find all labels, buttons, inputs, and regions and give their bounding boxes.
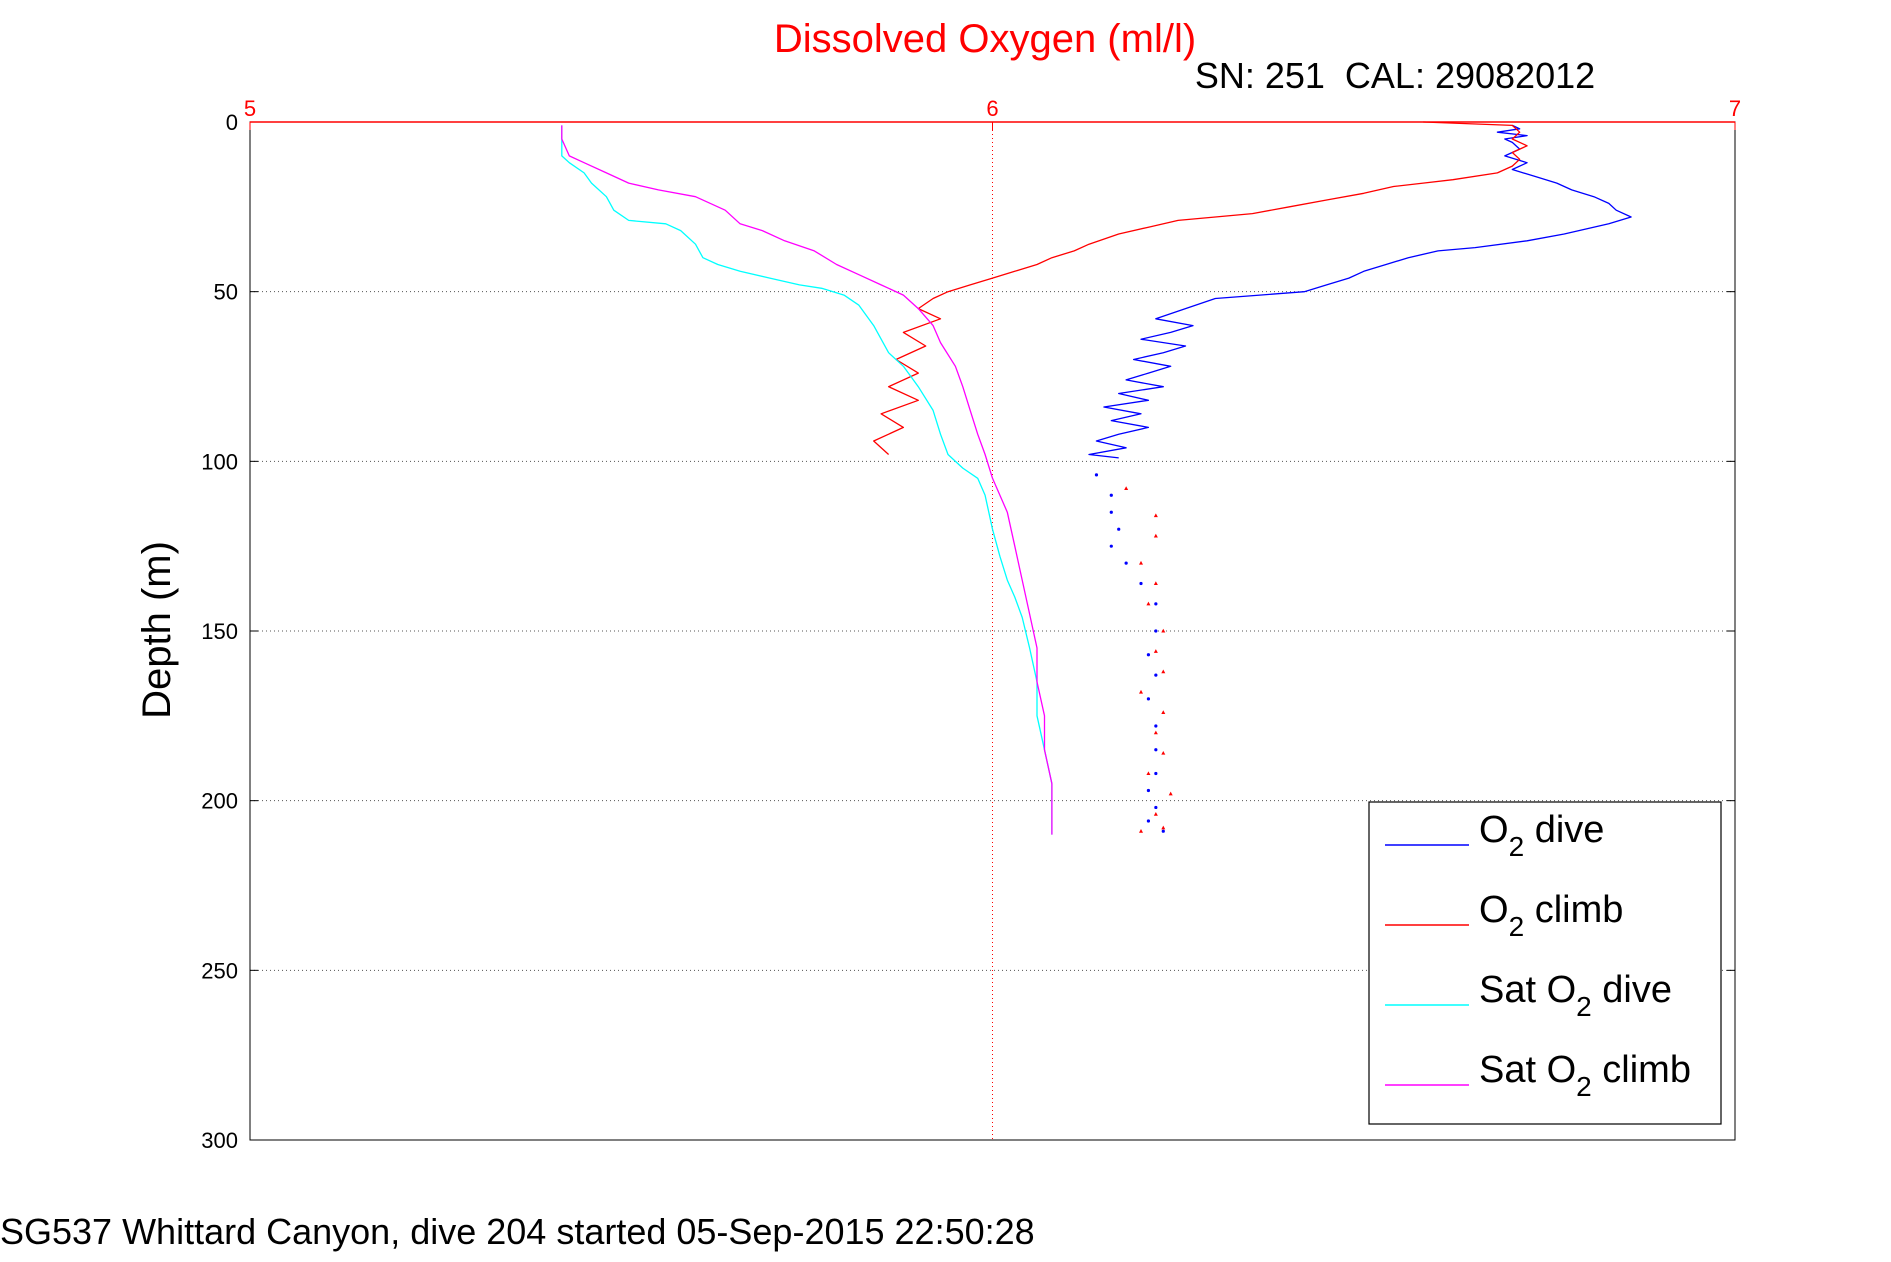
legend-box <box>1368 801 1722 1125</box>
series-line-sat-o2-dive <box>561 125 1053 835</box>
x-tick-label: 6 <box>986 96 998 121</box>
data-point <box>1161 825 1166 830</box>
data-point <box>1154 771 1158 776</box>
data-point <box>1154 724 1158 728</box>
data-point <box>1139 581 1143 586</box>
data-point <box>1161 750 1166 755</box>
data-point <box>1109 493 1113 497</box>
data-point <box>1161 628 1166 633</box>
data-point <box>1153 649 1158 653</box>
legend-label: Sat O2 climb <box>1479 1049 1691 1102</box>
legend-item-o2-dive: O2 dive <box>1385 809 1604 862</box>
legend-label: Sat O2 dive <box>1479 969 1672 1022</box>
data-point <box>1153 533 1158 538</box>
data-point <box>1124 486 1129 490</box>
legend-label-subscript: 2 <box>1509 831 1525 862</box>
data-point <box>1124 561 1128 565</box>
data-point <box>1154 748 1158 752</box>
legend-label-subscript: 2 <box>1509 911 1525 942</box>
series-line-sat-o2-climb <box>561 125 1053 835</box>
data-point <box>1146 653 1151 657</box>
data-point <box>1161 829 1165 833</box>
y-axis-label: Depth (m) <box>135 541 179 719</box>
y-tick-label: 300 <box>201 1128 238 1153</box>
legend-label-text: Sat O <box>1479 969 1576 1011</box>
chart-subtitle: SN: 251 CAL: 29082012 <box>1195 55 1595 96</box>
y-tick-label: 50 <box>214 280 238 305</box>
data-point <box>1146 771 1151 776</box>
series-line-o2-climb <box>873 121 1528 455</box>
legend-label: O2 dive <box>1479 809 1604 862</box>
data-point <box>1146 788 1151 793</box>
legend-label-text: Sat O <box>1479 1049 1576 1091</box>
data-point <box>1153 581 1158 585</box>
data-point <box>1146 601 1151 606</box>
series-sat-o2-dive <box>561 125 1053 835</box>
data-point <box>1168 791 1173 796</box>
series-layer <box>561 121 1632 835</box>
data-point <box>1153 730 1158 735</box>
y-tick-label: 100 <box>201 449 238 474</box>
legend-item-sat-o2-dive: Sat O2 dive <box>1385 969 1672 1022</box>
legend-label-text: dive <box>1592 969 1672 1011</box>
y-tick-label: 150 <box>201 619 238 644</box>
legend-item-o2-climb: O2 climb <box>1385 889 1623 942</box>
data-point <box>1153 513 1158 518</box>
y-tick-label: 0 <box>226 110 238 135</box>
legend-label-text: O <box>1479 889 1509 931</box>
data-point <box>1161 710 1166 714</box>
legend-label-subscript: 2 <box>1576 1071 1592 1102</box>
data-point <box>1154 805 1158 810</box>
axis-ticks: 0 50 100 150 200 250 300 5 6 7 <box>201 96 1741 1153</box>
data-point <box>1117 527 1121 531</box>
data-point <box>1154 673 1158 677</box>
data-point <box>1154 602 1158 606</box>
data-point <box>1139 829 1143 833</box>
data-point <box>1109 510 1113 514</box>
series-o2-climb <box>873 121 1528 833</box>
legend-label-text: climb <box>1524 889 1623 931</box>
legend-label-text: dive <box>1524 809 1604 851</box>
legend-label-text: climb <box>1592 1049 1691 1091</box>
data-point <box>1139 560 1143 565</box>
legend-label-text: O <box>1479 809 1509 851</box>
data-point <box>1153 812 1158 816</box>
legend-label-subscript: 2 <box>1576 991 1592 1022</box>
grid-lines <box>250 122 1735 1140</box>
data-point <box>1146 819 1151 823</box>
legend-item-sat-o2-climb: Sat O2 climb <box>1385 1049 1691 1102</box>
series-o2-dive <box>1088 124 1632 833</box>
chart-title: Dissolved Oxygen (ml/l) <box>774 17 1196 61</box>
series-sat-o2-climb <box>561 125 1053 835</box>
x-tick-label: 7 <box>1729 96 1741 121</box>
data-point <box>1109 544 1113 548</box>
data-point <box>1146 697 1151 701</box>
y-tick-label: 250 <box>201 958 238 983</box>
data-point <box>1139 689 1143 694</box>
data-point <box>1161 669 1166 674</box>
data-point <box>1094 473 1099 477</box>
data-point <box>1154 629 1158 633</box>
legend-label: O2 climb <box>1479 889 1623 942</box>
y-tick-label: 200 <box>201 789 238 814</box>
dive-info-footer: SG537 Whittard Canyon, dive 204 started … <box>0 1211 1035 1252</box>
series-line-o2-dive <box>1088 124 1632 459</box>
x-tick-label: 5 <box>244 96 256 121</box>
